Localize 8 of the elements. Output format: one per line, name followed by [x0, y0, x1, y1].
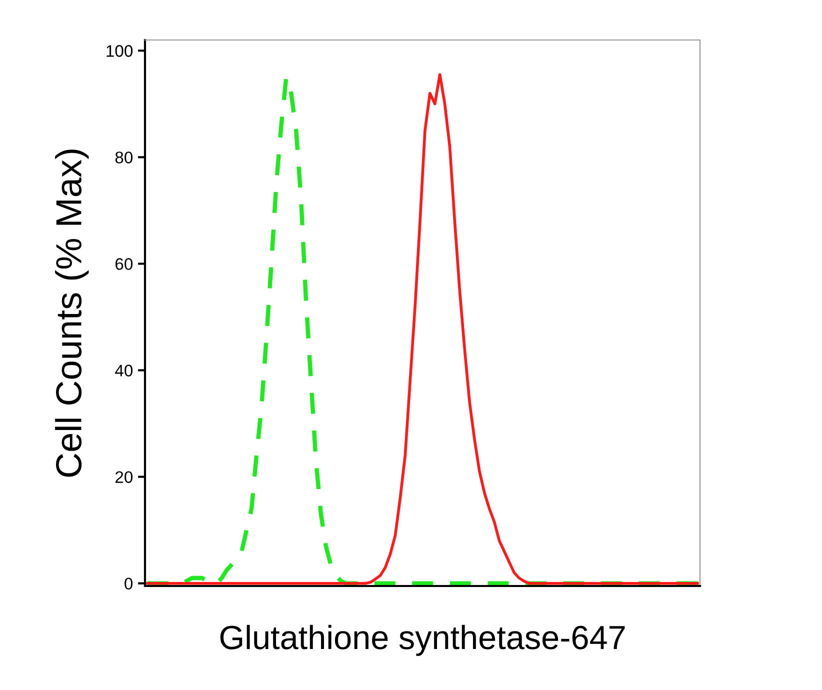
y-axis-title: Cell Counts (% Max) [55, 150, 89, 477]
y-tick-label: 20 [115, 471, 133, 484]
y-tick-label: 0 [124, 578, 133, 590]
y-tick-label: 60 [116, 258, 133, 270]
y-tick-label: 100 [106, 45, 133, 57]
y-tick-label: 40 [115, 364, 133, 376]
y-tick-label: 80 [115, 152, 133, 164]
x-axis-title: Glutathione synthetase-647 [220, 624, 625, 656]
